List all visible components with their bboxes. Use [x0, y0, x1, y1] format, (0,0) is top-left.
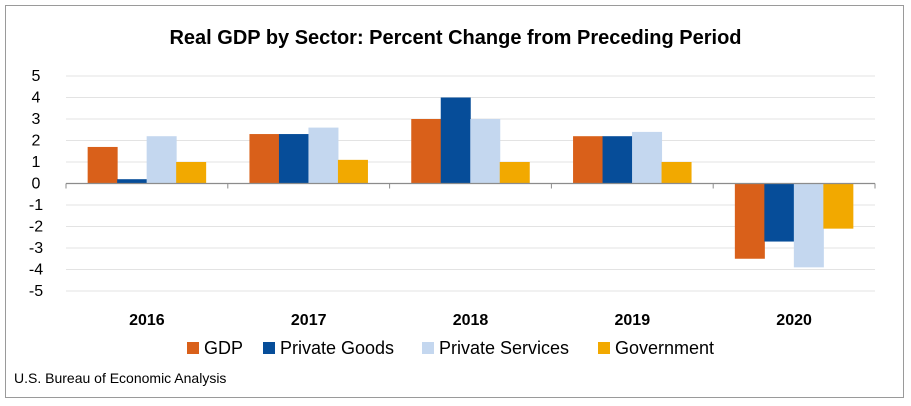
bar-private-services-2019	[632, 131, 663, 184]
y-tick-label: -5	[29, 283, 43, 300]
bar-government-2017	[337, 159, 368, 184]
legend-swatch	[422, 342, 434, 354]
legend-label: Private Goods	[280, 338, 394, 358]
bar-gdp-2019	[573, 136, 604, 184]
bar-gdp-2020	[734, 183, 765, 259]
legend-swatch	[263, 342, 275, 354]
x-category-label: 2017	[291, 312, 327, 329]
legend-label: Private Services	[439, 338, 569, 358]
bar-government-2019	[661, 162, 692, 184]
bar-private-goods-2019	[602, 136, 633, 184]
x-category-label: 2019	[615, 312, 651, 329]
x-category-label: 2016	[129, 312, 165, 329]
x-category-label: 2018	[453, 312, 489, 329]
bar-government-2016	[176, 162, 207, 184]
bar-government-2018	[499, 162, 530, 184]
x-category-label: 2020	[776, 312, 812, 329]
legend-label: Government	[615, 338, 714, 358]
bar-private-goods-2020	[764, 183, 795, 242]
bar-private-goods-2018	[440, 97, 471, 184]
legend-swatch	[187, 342, 199, 354]
legend-label: GDP	[204, 338, 243, 358]
bar-private-services-2016	[146, 136, 177, 184]
y-tick-label: 2	[32, 133, 41, 150]
legend-swatch	[598, 342, 610, 354]
bar-private-services-2017	[308, 127, 339, 184]
y-tick-label: 4	[32, 90, 41, 107]
y-tick-label: 5	[32, 68, 41, 85]
source-note: U.S. Bureau of Economic Analysis	[14, 370, 227, 386]
y-tick-label: -1	[29, 197, 43, 214]
y-tick-label: -4	[29, 262, 43, 279]
bar-private-services-2020	[793, 183, 824, 268]
bar-gdp-2018	[411, 119, 442, 184]
y-tick-label: 0	[32, 176, 41, 193]
bar-government-2020	[823, 183, 854, 229]
bar-private-goods-2017	[278, 134, 309, 184]
bar-private-services-2018	[470, 119, 501, 184]
bar-gdp-2016	[87, 146, 118, 184]
bar-gdp-2017	[249, 134, 280, 184]
y-tick-label: 1	[32, 154, 41, 171]
y-tick-label: 3	[32, 111, 41, 128]
y-tick-label: -2	[29, 219, 43, 236]
bar-private-goods-2016	[117, 179, 148, 184]
chart-title: Real GDP by Sector: Percent Change from …	[169, 27, 742, 49]
y-tick-label: -3	[29, 240, 43, 257]
